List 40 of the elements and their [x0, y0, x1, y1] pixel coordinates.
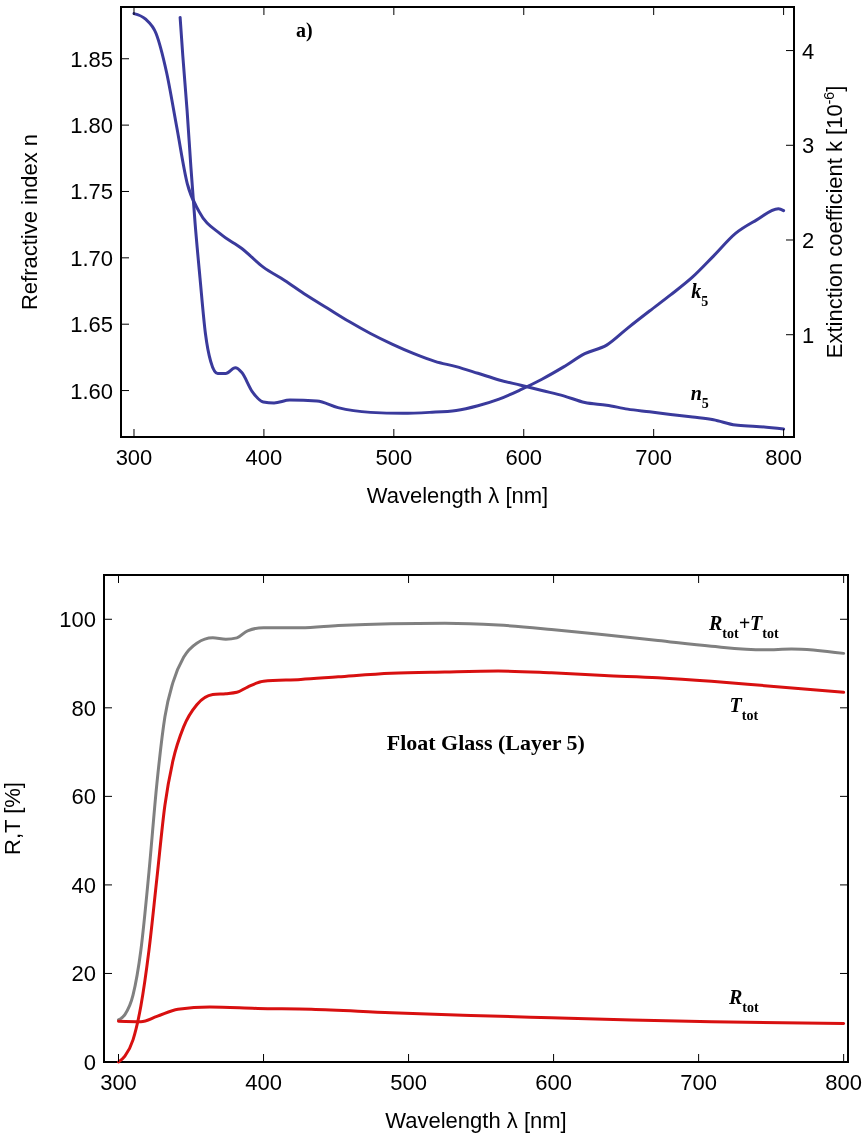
y-tick-label: 60	[71, 784, 96, 810]
x-tick-label: 800	[825, 1070, 862, 1095]
y2-tick-label: 3	[802, 133, 815, 159]
y-tick-label: 1.60	[70, 378, 113, 404]
x-tick-label: 400	[245, 445, 283, 470]
x-tick-label: 600	[505, 445, 543, 470]
y-tick-label: 1.75	[70, 179, 113, 205]
y-tick-label: 100	[59, 607, 96, 633]
series-label: k$_{5}$	[691, 279, 709, 309]
y-tick-label: 0	[83, 1050, 96, 1075]
x-tick-label: 500	[375, 445, 413, 470]
series-label: R$_{tot}$+T$_{tot}$	[708, 612, 779, 641]
x-tick-label: 300	[115, 445, 153, 470]
y-tick-label: 1.80	[70, 113, 113, 139]
x-tick-label: 700	[680, 1070, 717, 1095]
y-tick-label: 20	[71, 961, 96, 987]
line-series	[117, 669, 846, 1064]
y2-tick-label: 1	[802, 322, 815, 348]
series-label: T$_{tot}$	[729, 693, 759, 723]
x-tick-label: 700	[635, 445, 673, 470]
x-tick-label: 300	[100, 1070, 137, 1095]
x-tick-label: 400	[245, 1070, 282, 1095]
y-tick-label: 1.65	[70, 312, 113, 338]
x-axis-title: Wavelength λ [nm]	[385, 1108, 567, 1133]
y2-tick-label: 4	[802, 38, 815, 64]
x-tick-label: 800	[765, 445, 802, 470]
x-tick-label: 600	[535, 1070, 572, 1095]
x-tick-label: 500	[390, 1070, 427, 1095]
y-axis-title: R,T [%]	[0, 782, 25, 855]
y-tick-label: 80	[71, 695, 96, 721]
y-tick-label: 1.70	[70, 245, 113, 271]
y-axis-title: Refractive index n	[17, 133, 42, 311]
annotation: a)	[295, 19, 313, 43]
y-tick-label: 1.85	[70, 46, 113, 72]
y2-tick-label: 2	[802, 228, 815, 253]
y-tick-label: 40	[71, 872, 96, 898]
series-label: n$_{5}$	[690, 382, 709, 411]
x-axis-title: Wavelength λ [nm]	[366, 483, 549, 508]
annotation: Float Glass (Layer 5)	[386, 730, 585, 756]
series-label: R$_{tot}$	[728, 986, 760, 1015]
